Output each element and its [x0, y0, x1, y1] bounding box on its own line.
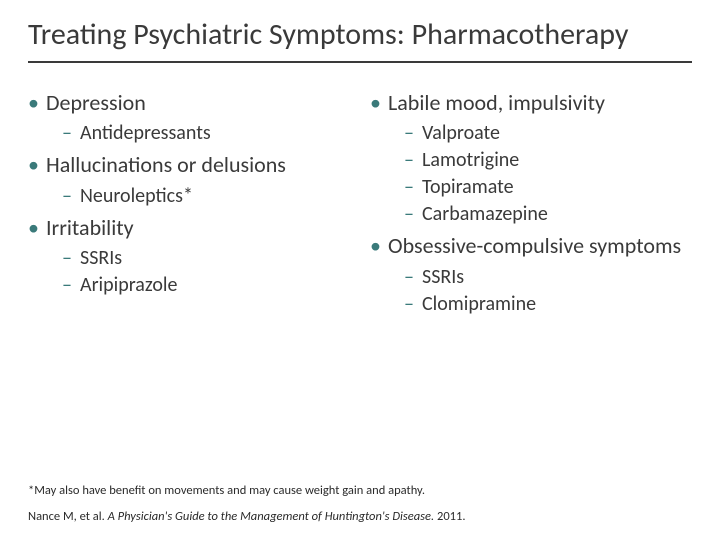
- sub-lamotrigine: Lamotrigine: [370, 147, 692, 174]
- sub-ssris-1: SSRIs: [28, 245, 350, 272]
- topic-labile-mood: Labile mood, impulsivity: [370, 89, 692, 117]
- content-columns: Depression Antidepressants Hallucination…: [28, 85, 692, 318]
- sub-ssris-2: SSRIs: [370, 264, 692, 291]
- sub-clomipramine: Clomipramine: [370, 291, 692, 318]
- footnote: *May also have benefit on movements and …: [28, 483, 692, 498]
- topic-hallucinations: Hallucinations or delusions: [28, 151, 350, 179]
- citation-author: Nance M, et al.: [28, 509, 108, 524]
- citation-year: 2011.: [434, 509, 465, 524]
- left-column: Depression Antidepressants Hallucination…: [28, 85, 350, 318]
- sub-aripiprazole: Aripiprazole: [28, 272, 350, 299]
- sub-antidepressants: Antidepressants: [28, 120, 350, 147]
- citation: Nance M, et al. A Physician's Guide to t…: [28, 509, 692, 524]
- topic-irritability: Irritability: [28, 214, 350, 242]
- topic-depression: Depression: [28, 89, 350, 117]
- sub-neuroleptics: Neuroleptics*: [28, 183, 350, 210]
- sub-carbamazepine: Carbamazepine: [370, 201, 692, 228]
- slide-title: Treating Psychiatric Symptoms: Pharmacot…: [28, 18, 692, 63]
- citation-title: A Physician's Guide to the Management of…: [108, 509, 435, 524]
- sub-valproate: Valproate: [370, 120, 692, 147]
- right-column: Labile mood, impulsivity Valproate Lamot…: [370, 85, 692, 318]
- topic-ocd: Obsessive-compulsive symptoms: [370, 232, 692, 260]
- sub-topiramate: Topiramate: [370, 174, 692, 201]
